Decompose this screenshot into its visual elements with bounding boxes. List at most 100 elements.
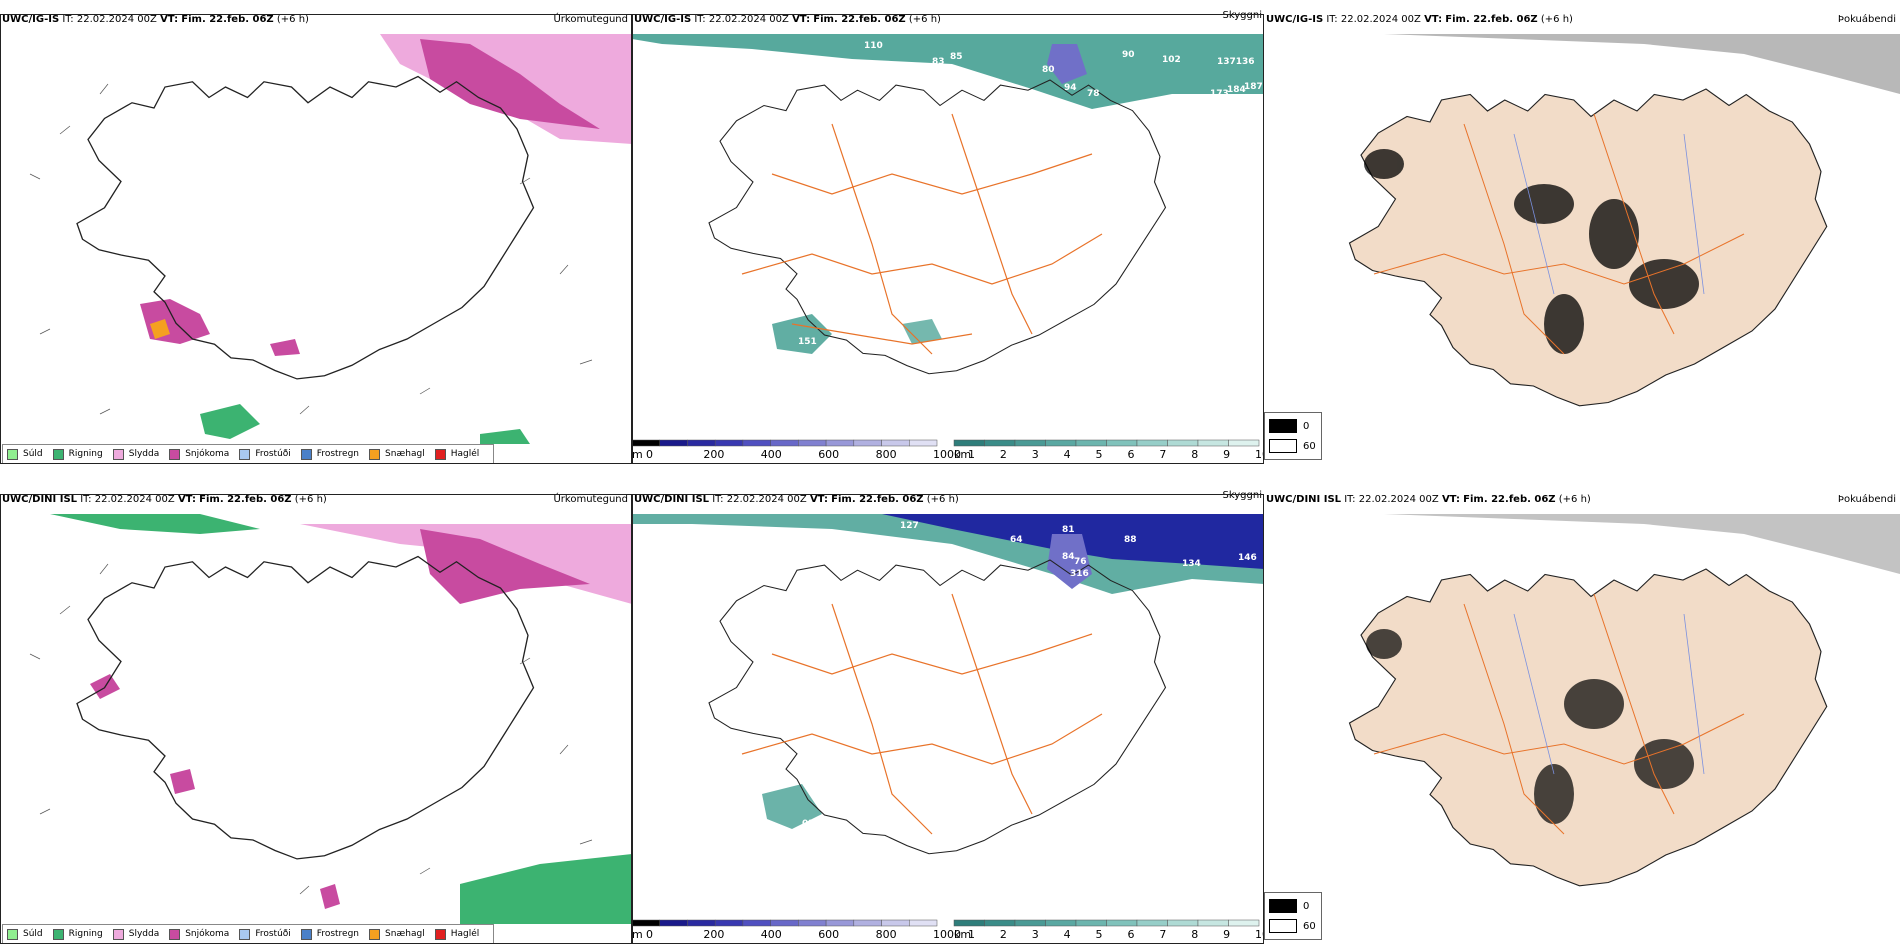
svg-text:177: 177 [1092, 605, 1111, 615]
panel-label: Skyggni [1222, 10, 1262, 21]
vis-m-bar-segment [798, 439, 827, 447]
panel-title: UWC/DINI ISL IT: 22.02.2024 00Z VT: Fim.… [2, 494, 327, 505]
vis-km-bar-segment [1136, 919, 1168, 927]
vis-m-bar-segment [909, 439, 938, 447]
visibility-panel-row1: UWC/IG-IS IT: 22.02.2024 00Z VT: Fim. 22… [631, 10, 1269, 464]
precip-legend: Súld Rigning Slydda Snjókoma Frostúði Fr… [2, 444, 495, 464]
svg-text:184: 184 [1227, 85, 1246, 95]
visibility-panel-row2: UWC/DINI ISL IT: 22.02.2024 00Z VT: Fim.… [631, 490, 1269, 944]
vis-km-bar-tick-label: 2 [1000, 448, 1007, 460]
panel-label: Þokuábendi [1837, 14, 1896, 25]
vis-m-bar-tick-label: 1000 [933, 448, 961, 460]
vis-km-bar-segment [1106, 919, 1138, 927]
svg-text:74: 74 [670, 687, 683, 697]
panel-title: UWC/DINI ISL IT: 22.02.2024 00Z VT: Fim.… [634, 494, 959, 505]
vis-km-bar-tick-label: 6 [1127, 928, 1134, 940]
svg-text:64: 64 [1010, 535, 1023, 545]
precip-map [0, 514, 632, 924]
vis-m-bar-tick-label: 600 [818, 448, 839, 460]
vis-km-bar-tick-label: 5 [1096, 928, 1103, 940]
vis-km-bar-segment [953, 439, 985, 447]
vis-m-bar-segment [881, 439, 910, 447]
vis-m-bar-tick-label: 600 [818, 928, 839, 940]
svg-text:83: 83 [932, 57, 945, 67]
svg-text:110: 110 [864, 41, 883, 51]
vis-m-bar-tick-label: 400 [761, 928, 782, 940]
vis-m-bar-segment [631, 919, 660, 927]
vis-km-bar-segment [1045, 919, 1077, 927]
vis-m-bar-segment [742, 439, 771, 447]
vis-km-bar-segment [1136, 439, 1168, 447]
svg-text:84: 84 [1062, 552, 1075, 562]
panel-title: UWC/IG-IS IT: 22.02.2024 00Z VT: Fim. 22… [634, 14, 941, 25]
vis-km-bar-segment [1014, 439, 1046, 447]
vis-km-bar-tick-label: 8 [1191, 448, 1198, 460]
panel-title: UWC/IG-IS IT: 22.02.2024 00Z VT: Fim. 22… [1266, 14, 1573, 25]
legend-item: Frostregn [300, 448, 359, 460]
svg-text:76: 76 [1074, 557, 1087, 567]
vis-m-bar-segment [881, 919, 910, 927]
vis-m-bar-segment [853, 439, 882, 447]
vis-km-bar-segment [1228, 919, 1260, 927]
vis-km-bar-tick-label: 7 [1159, 928, 1166, 940]
legend-item: Frostúði [239, 448, 291, 460]
vis-m-bar-segment [853, 919, 882, 927]
vis-km-bar-tick-label: 10 [1255, 448, 1264, 460]
visibility-map: 110 83 85 80 90 102 137136 94 78 173 184… [632, 34, 1264, 434]
svg-text:176: 176 [1087, 591, 1106, 601]
svg-text:316: 316 [1070, 569, 1089, 579]
vis-km-bar-tick-label: 3 [1032, 448, 1039, 460]
svg-text:102: 102 [1162, 55, 1181, 65]
legend-item: Snæhagl [369, 928, 425, 940]
legend-item: Frostúði [239, 928, 291, 940]
legend-item: Frostregn [300, 928, 359, 940]
vis-km-bar-segment [1075, 919, 1107, 927]
svg-text:57: 57 [668, 255, 681, 265]
vis-m-bar-tick-label: 200 [703, 448, 724, 460]
svg-text:134: 134 [1182, 559, 1201, 569]
vis-km-bar-segment [984, 439, 1016, 447]
panel-label: Úrkomutegund [553, 494, 628, 505]
vis-km-bar-segment [1197, 439, 1229, 447]
panel-title: UWC/IG-IS IT: 22.02.2024 00Z VT: Fim. 22… [2, 14, 309, 25]
vis-km-bar-tick-label: 9 [1223, 448, 1230, 460]
vis-km-bar-tick-label: 4 [1064, 928, 1071, 940]
vis-m-bar-tick-label: 1000 [933, 928, 961, 940]
vis-km-bar-segment [1075, 439, 1107, 447]
fog-legend: 0 60 [1264, 892, 1322, 940]
panel-title: UWC/DINI ISL IT: 22.02.2024 00Z VT: Fim.… [1266, 494, 1591, 505]
svg-text:187: 187 [1244, 82, 1263, 92]
vis-m-bar-tick-label: 400 [761, 448, 782, 460]
svg-text:159: 159 [1025, 571, 1044, 581]
legend-item: Súld [7, 448, 43, 460]
vis-m-bar-tick-label: 200 [703, 928, 724, 940]
vis-km-bar-segment [1228, 439, 1260, 447]
vis-km-bar-segment [1045, 439, 1077, 447]
vis-km-bar-tick-label: 10 [1255, 928, 1264, 940]
fog-map [1264, 514, 1900, 944]
vis-m-bar-segment [770, 919, 799, 927]
fog-panel-row2: UWC/DINI ISL IT: 22.02.2024 00Z VT: Fim.… [1264, 494, 1900, 944]
vis-m-bar-segment [659, 919, 688, 927]
fog-legend: 0 60 [1264, 412, 1322, 460]
vis-km-bar-tick-label: 5 [1096, 448, 1103, 460]
fog-panel-row1: UWC/IG-IS IT: 22.02.2024 00Z VT: Fim. 22… [1264, 14, 1900, 464]
vis-km-bar-tick-label: 1 [968, 448, 975, 460]
svg-text:173: 173 [1210, 89, 1229, 99]
vis-m-bar-tick-label: 0 [646, 448, 653, 460]
vis-m-bar-tick-label: 800 [876, 448, 897, 460]
vis-km-bar-tick-label: 4 [1064, 448, 1071, 460]
vis-m-bar-segment [798, 919, 827, 927]
svg-text:78: 78 [1087, 89, 1100, 99]
svg-text:151: 151 [798, 337, 817, 347]
precip-panel-row2: UWC/DINI ISL IT: 22.02.2024 00Z VT: Fim.… [0, 494, 632, 944]
vis-km-bar-segment [984, 919, 1016, 927]
vis-km-bar-unit: km [954, 448, 971, 460]
precip-map [0, 34, 632, 444]
svg-text:88: 88 [1124, 535, 1137, 545]
svg-text:81: 81 [1062, 525, 1075, 535]
svg-text:02: 02 [802, 819, 815, 829]
